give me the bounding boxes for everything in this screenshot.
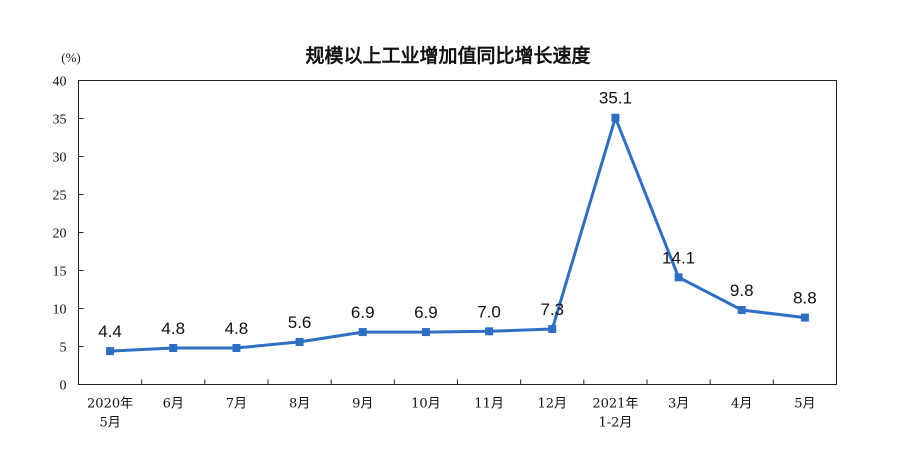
data-point-marker [232,344,241,353]
data-label: 4.8 [161,319,185,338]
x-tick-label: 5月 [794,397,815,412]
x-tick-label: 8月 [289,397,310,412]
plot-area-frame [78,80,837,385]
data-label: 5.6 [288,313,312,332]
y-tick-label: 15 [53,265,67,280]
x-tick-label: 2021年 [592,397,638,412]
data-point-marker [800,313,809,322]
x-tick-label: 5月 [99,416,120,431]
data-point-marker [611,113,620,122]
data-point-marker [485,327,494,336]
data-point-marker [548,325,557,334]
y-axis-unit-label: (%) [61,50,81,65]
y-axis: 0 5 10 15 20 25 30 35 40 [53,75,84,394]
data-label: 35.1 [599,89,632,108]
x-tick-label: 3月 [668,397,689,412]
data-label: 4.4 [98,322,122,341]
y-tick-label: 25 [53,189,67,204]
data-label: 9.8 [730,281,754,300]
y-tick-label: 0 [60,379,67,394]
data-label: 6.9 [414,303,438,322]
data-point-marker [421,328,430,337]
data-label: 8.8 [793,289,817,308]
series-line [110,116,806,353]
data-label: 7.0 [477,302,501,321]
x-tick-label: 10月 [411,397,441,412]
x-axis: 2020年 5月 6月 7月 8月 9月 10月 11月 12月 2021年 1-2月 3月 4月 5月 [78,379,837,431]
data-label: 4.8 [225,319,249,338]
chart-title: 规模以上工业增加值同比增长速度 [305,44,591,67]
x-tick-label: 9月 [352,397,373,412]
y-tick-label: 35 [53,113,67,128]
y-tick-label: 10 [53,303,67,318]
data-point-marker [358,328,367,337]
x-tick-label: 6月 [163,397,184,412]
series-layer: 4.4 4.8 4.8 5.6 6.9 6.9 7.0 7.3 35.1 14.1 9.8 8.8 [98,89,817,356]
x-tick-label: 7月 [226,397,247,412]
x-tick-label: 12月 [537,397,567,412]
x-tick-label: 11月 [474,397,504,412]
data-point-marker [674,273,683,282]
data-point-marker [295,337,304,346]
data-label: 7.3 [540,300,564,319]
x-tick-label: 2020年 [87,397,133,412]
data-label: 6.9 [351,303,375,322]
y-tick-label: 5 [60,341,67,356]
y-tick-label: 40 [53,75,67,90]
data-point-marker [737,306,746,315]
x-tick-label: 4月 [731,397,752,412]
x-tick-label: 1-2月 [598,416,632,431]
data-point-marker [169,344,178,353]
data-point-marker [106,347,115,356]
y-tick-label: 20 [53,227,67,242]
data-label: 14.1 [662,248,695,267]
y-tick-label: 30 [53,151,67,166]
